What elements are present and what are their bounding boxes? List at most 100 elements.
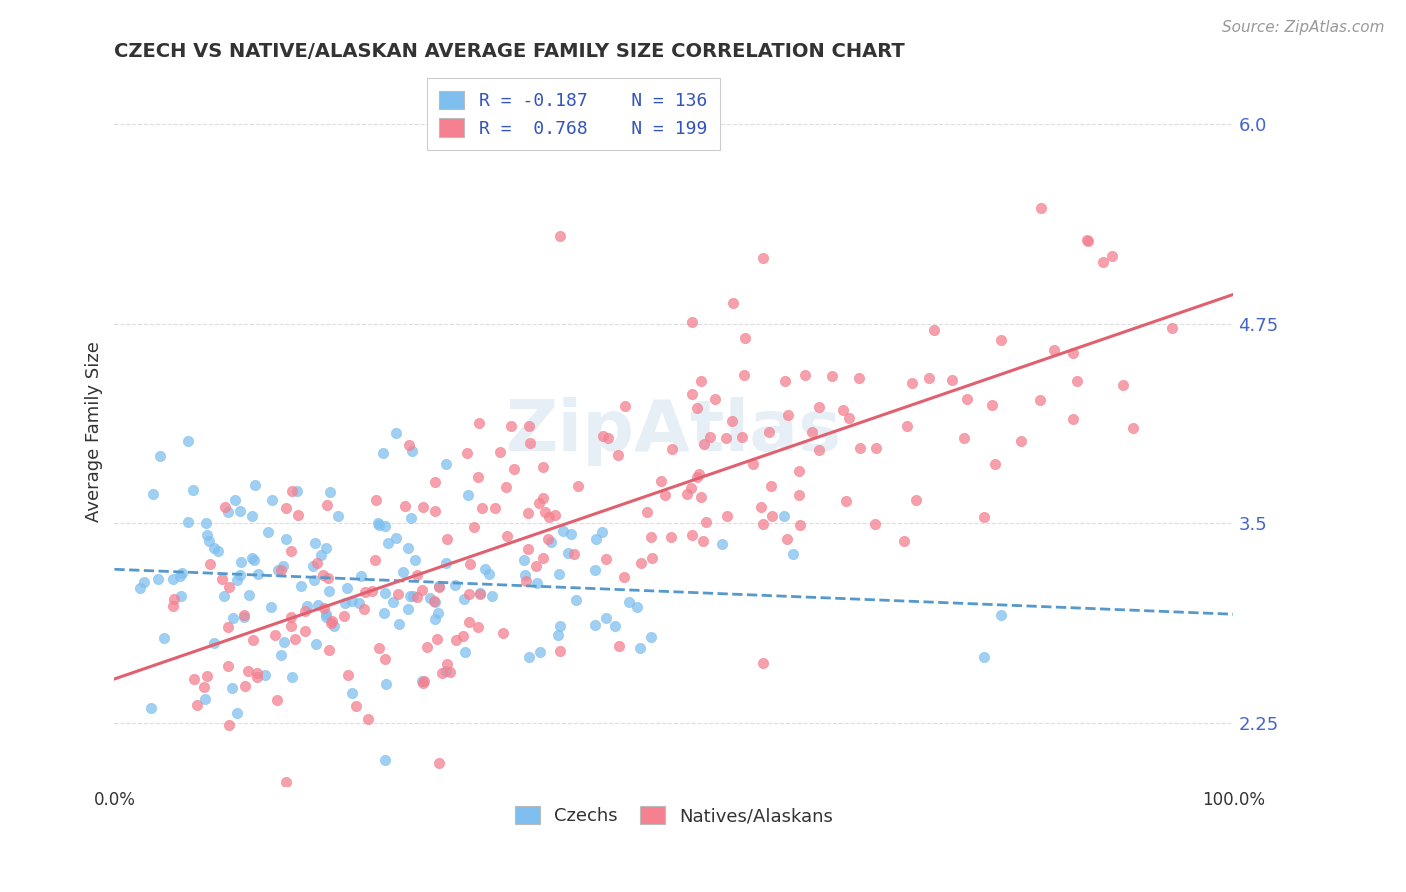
Point xyxy=(315,607,337,621)
Point xyxy=(193,681,215,695)
Point xyxy=(217,505,239,519)
Point xyxy=(439,665,461,680)
Point xyxy=(427,579,450,593)
Point xyxy=(711,537,734,551)
Point xyxy=(375,677,398,691)
Point xyxy=(274,500,297,515)
Point xyxy=(512,553,534,567)
Point xyxy=(585,533,607,547)
Point xyxy=(253,667,276,681)
Point xyxy=(280,610,302,624)
Point xyxy=(905,493,928,508)
Point xyxy=(560,527,582,541)
Point xyxy=(280,618,302,632)
Point xyxy=(427,756,450,771)
Point xyxy=(195,528,218,542)
Point xyxy=(893,534,915,549)
Point xyxy=(444,633,467,648)
Point xyxy=(200,557,222,571)
Point xyxy=(617,595,640,609)
Point xyxy=(316,571,339,585)
Point xyxy=(415,640,437,655)
Point xyxy=(374,651,396,665)
Point xyxy=(294,603,316,617)
Point xyxy=(336,581,359,595)
Point xyxy=(322,619,344,633)
Point xyxy=(436,532,458,546)
Point xyxy=(236,665,259,679)
Point xyxy=(319,616,342,631)
Point xyxy=(233,608,256,623)
Point xyxy=(922,323,945,337)
Point xyxy=(260,600,283,615)
Point xyxy=(838,410,860,425)
Point xyxy=(318,643,340,657)
Point xyxy=(699,430,721,444)
Point xyxy=(398,589,420,603)
Point xyxy=(312,600,335,615)
Point xyxy=(758,425,780,439)
Point xyxy=(361,583,384,598)
Point xyxy=(285,483,308,498)
Point xyxy=(463,520,485,534)
Point xyxy=(202,635,225,649)
Point xyxy=(356,712,378,726)
Point xyxy=(807,443,830,458)
Point xyxy=(471,501,494,516)
Point xyxy=(540,534,562,549)
Point xyxy=(537,510,560,524)
Point xyxy=(307,556,329,570)
Point xyxy=(246,665,269,680)
Point xyxy=(628,641,651,656)
Point xyxy=(232,609,254,624)
Point xyxy=(592,429,614,443)
Point xyxy=(374,753,396,767)
Point xyxy=(661,442,683,457)
Point xyxy=(613,570,636,584)
Legend: Czechs, Natives/Alaskans: Czechs, Natives/Alaskans xyxy=(506,797,842,834)
Point xyxy=(224,493,246,508)
Point xyxy=(537,532,560,546)
Point xyxy=(787,465,810,479)
Point xyxy=(457,587,479,601)
Point xyxy=(835,494,858,508)
Point xyxy=(354,585,377,599)
Point xyxy=(233,679,256,693)
Point xyxy=(194,516,217,530)
Point xyxy=(141,701,163,715)
Point xyxy=(333,609,356,624)
Point xyxy=(1043,343,1066,358)
Point xyxy=(280,544,302,558)
Point xyxy=(423,593,446,607)
Point xyxy=(1101,249,1123,263)
Point xyxy=(595,610,617,624)
Point xyxy=(531,551,554,566)
Point xyxy=(340,686,363,700)
Point xyxy=(614,400,637,414)
Point xyxy=(598,431,620,445)
Point xyxy=(217,620,239,634)
Point xyxy=(218,718,240,732)
Point xyxy=(496,529,519,543)
Point xyxy=(384,531,406,545)
Point xyxy=(242,633,264,648)
Y-axis label: Average Family Size: Average Family Size xyxy=(86,341,103,522)
Point xyxy=(749,500,772,514)
Point xyxy=(688,467,710,481)
Point xyxy=(1076,233,1098,247)
Point xyxy=(271,558,294,573)
Point xyxy=(294,624,316,639)
Point xyxy=(692,534,714,549)
Point xyxy=(492,626,515,640)
Point xyxy=(918,370,941,384)
Point xyxy=(562,547,585,561)
Point xyxy=(425,595,447,609)
Point xyxy=(478,566,501,581)
Point xyxy=(808,400,831,414)
Point xyxy=(695,516,717,530)
Point xyxy=(401,444,423,458)
Point xyxy=(202,541,225,555)
Point xyxy=(214,500,236,514)
Point xyxy=(195,669,218,683)
Point xyxy=(953,431,976,445)
